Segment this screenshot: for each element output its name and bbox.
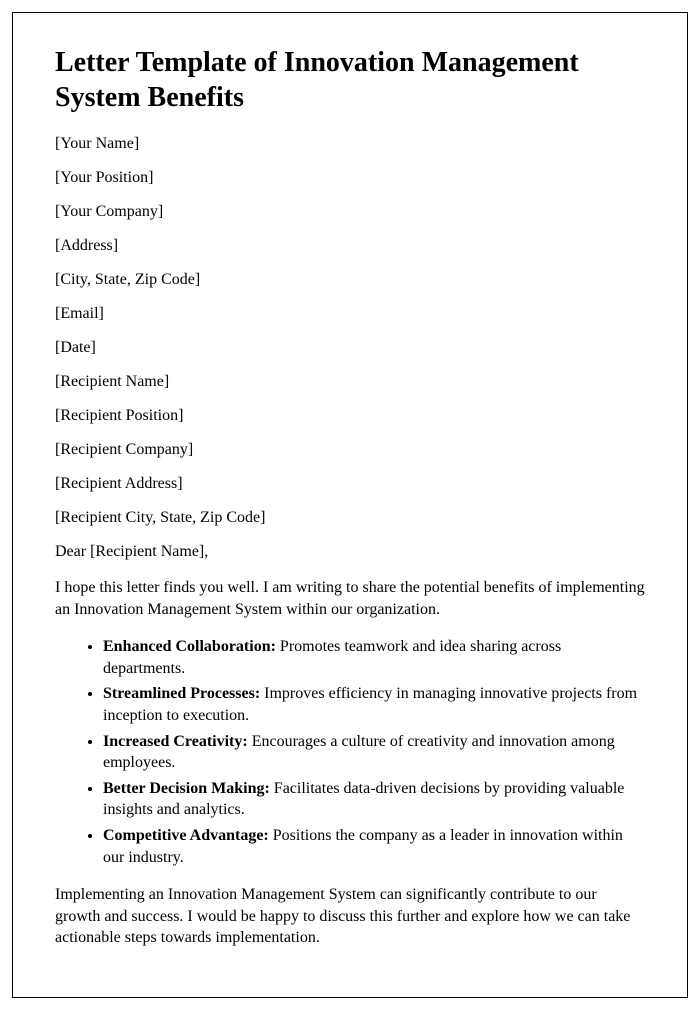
letter-title: Letter Template of Innovation Management… — [55, 45, 645, 115]
sender-field: [Email] — [55, 305, 645, 323]
salutation: Dear [Recipient Name], — [55, 543, 645, 561]
recipient-field: [Recipient City, State, Zip Code] — [55, 509, 645, 527]
recipient-block: [Recipient Name] [Recipient Position] [R… — [55, 373, 645, 527]
sender-field: [Your Position] — [55, 169, 645, 187]
sender-field: [Your Company] — [55, 203, 645, 221]
letter-page: Letter Template of Innovation Management… — [12, 12, 688, 998]
benefit-label: Streamlined Processes: — [103, 685, 260, 702]
recipient-field: [Recipient Position] — [55, 407, 645, 425]
sender-field: [Your Name] — [55, 135, 645, 153]
benefit-item: Competitive Advantage: Positions the com… — [103, 825, 645, 868]
sender-field: [Date] — [55, 339, 645, 357]
closing-paragraph: Implementing an Innovation Management Sy… — [55, 884, 645, 949]
benefit-item: Enhanced Collaboration: Promotes teamwor… — [103, 636, 645, 679]
sender-field: [Address] — [55, 237, 645, 255]
benefits-list: Enhanced Collaboration: Promotes teamwor… — [55, 636, 645, 868]
recipient-field: [Recipient Company] — [55, 441, 645, 459]
benefit-item: Increased Creativity: Encourages a cultu… — [103, 731, 645, 774]
benefit-label: Increased Creativity: — [103, 733, 248, 750]
benefit-label: Competitive Advantage: — [103, 827, 269, 844]
benefit-item: Streamlined Processes: Improves efficien… — [103, 683, 645, 726]
intro-paragraph: I hope this letter finds you well. I am … — [55, 577, 645, 620]
recipient-field: [Recipient Address] — [55, 475, 645, 493]
recipient-field: [Recipient Name] — [55, 373, 645, 391]
benefit-label: Enhanced Collaboration: — [103, 638, 276, 655]
benefit-item: Better Decision Making: Facilitates data… — [103, 778, 645, 821]
benefit-label: Better Decision Making: — [103, 780, 270, 797]
sender-block: [Your Name] [Your Position] [Your Compan… — [55, 135, 645, 357]
sender-field: [City, State, Zip Code] — [55, 271, 645, 289]
